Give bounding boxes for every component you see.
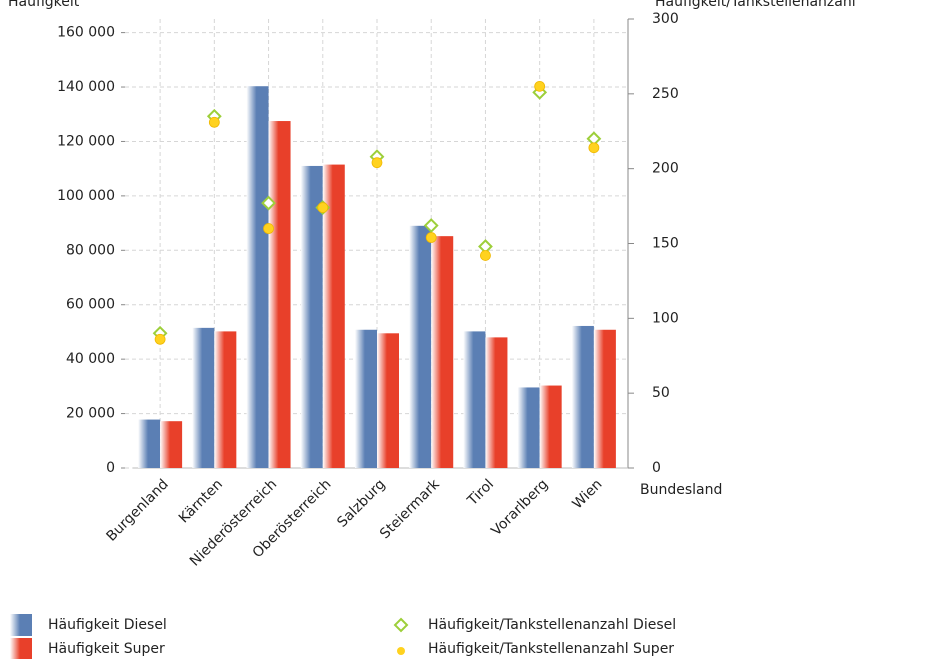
marker-circle	[371, 157, 383, 169]
marker-circle	[208, 116, 220, 128]
x-tick-label: Kärnten	[176, 476, 226, 526]
legend-swatch	[10, 638, 32, 659]
x-tick-label: Salzburg	[334, 476, 388, 530]
bar	[571, 325, 594, 468]
x-axis-title: Bundesland	[640, 482, 722, 498]
x-tick-label: Burgenland	[103, 476, 171, 544]
marker-circle	[588, 142, 600, 154]
x-tick-label: Steiermark	[377, 476, 443, 542]
marker-circle	[534, 80, 546, 92]
legend-item[interactable]: Häufigkeit Super	[10, 638, 165, 659]
bar	[377, 333, 399, 468]
marker-circle	[263, 223, 274, 234]
y2-tick-label: 200	[652, 161, 679, 177]
bar	[138, 419, 161, 468]
y2-tick-label: 150	[652, 236, 679, 252]
y-tick-label: 120 000	[57, 133, 115, 149]
legend-swatch	[393, 617, 409, 633]
y-tick-label: 60 000	[66, 297, 115, 313]
legend-item[interactable]: Häufigkeit/Tankstellenanzahl Diesel	[393, 617, 676, 633]
legend-label: Häufigkeit/Tankstellenanzahl Diesel	[428, 617, 676, 633]
legend-item[interactable]: Häufigkeit Diesel	[10, 614, 167, 636]
bar	[539, 385, 562, 468]
bar	[246, 86, 269, 469]
y-tick-label: 20 000	[66, 406, 115, 422]
bar	[300, 165, 323, 469]
legend-label: Häufigkeit/Tankstellenanzahl Super	[428, 641, 674, 657]
y2-tick-label: 250	[652, 86, 679, 102]
bar	[160, 421, 183, 468]
y2-tick-label: 300	[652, 11, 679, 27]
bar	[192, 327, 215, 468]
marker-circle	[317, 202, 329, 213]
bar	[268, 121, 291, 468]
bar	[355, 329, 377, 468]
bar	[214, 331, 237, 468]
y2-tick-label: 0	[652, 460, 661, 476]
marker-circle	[480, 250, 491, 261]
marker-circle	[425, 232, 437, 243]
marker-diamond	[423, 218, 439, 233]
bar	[463, 331, 486, 468]
y-axis-title: Häufigkeit	[8, 0, 80, 10]
y-tick-label: 140 000	[57, 79, 115, 95]
y2-tick-label: 100	[652, 310, 679, 326]
y-tick-label: 40 000	[66, 351, 115, 367]
y2-axis-title: Häufigkeit/Tankstellenanzahl	[655, 0, 856, 10]
y2-tick-label: 50	[652, 385, 670, 401]
legend-label: Häufigkeit Super	[48, 641, 165, 657]
x-tick-label: Vorarlberg	[488, 476, 551, 539]
legend-label: Häufigkeit Diesel	[48, 617, 167, 633]
bar	[485, 337, 508, 468]
x-tick-label: Wien	[570, 476, 606, 512]
bar	[409, 225, 432, 468]
legend-swatch	[397, 647, 405, 655]
x-tick-label: Tirol	[464, 476, 497, 509]
y-tick-label: 160 000	[57, 25, 115, 41]
marker-circle	[154, 333, 166, 345]
y-tick-label: 80 000	[66, 242, 115, 258]
y-tick-label: 0	[106, 460, 115, 476]
y-tick-label: 100 000	[57, 188, 115, 204]
marker-diamond	[261, 195, 276, 211]
bar	[593, 329, 616, 468]
legend-swatch	[10, 614, 32, 636]
bar	[322, 164, 345, 469]
bar	[431, 236, 454, 468]
legend-item[interactable]: Häufigkeit/Tankstellenanzahl Super	[397, 641, 674, 657]
bar	[517, 387, 540, 468]
